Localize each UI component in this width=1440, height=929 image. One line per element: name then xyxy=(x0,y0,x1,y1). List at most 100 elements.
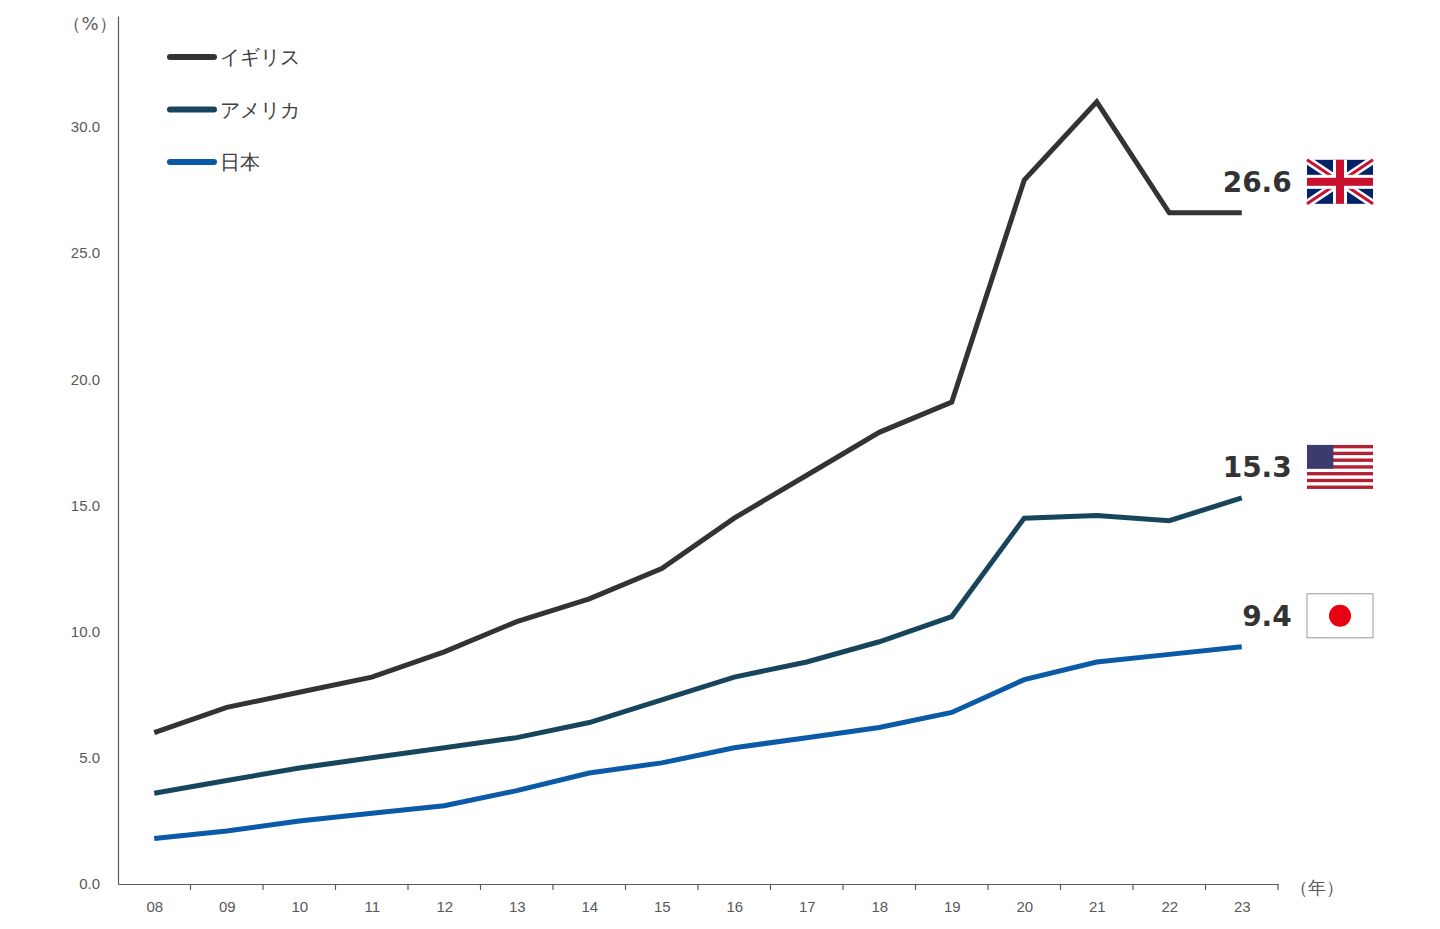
x-tick: 19 xyxy=(944,884,961,915)
lines xyxy=(154,102,1242,839)
x-separator xyxy=(190,884,191,890)
x-separator xyxy=(552,884,553,890)
y-tick-label: 20.0 xyxy=(71,371,100,388)
x-separator xyxy=(842,884,843,890)
x-tick-label: 14 xyxy=(581,898,598,915)
x-tick: 22 xyxy=(1161,884,1178,915)
y-tick: 0.0 xyxy=(79,875,118,892)
flag-part xyxy=(1307,160,1373,204)
x-tick-label: 09 xyxy=(219,898,236,915)
x-separator xyxy=(262,884,263,890)
x-tick: 16 xyxy=(726,884,743,915)
y-tick-label: 5.0 xyxy=(79,749,100,766)
x-separator xyxy=(1132,884,1133,890)
y-tick: 15.0 xyxy=(71,497,118,514)
y-tick-label: 10.0 xyxy=(71,623,100,640)
x-tick: 20 xyxy=(1016,884,1033,915)
flag-part xyxy=(1307,445,1373,489)
x-tick-label: 08 xyxy=(146,898,163,915)
y-tick: 30.0 xyxy=(71,118,118,135)
x-tick-label: 13 xyxy=(509,898,526,915)
x-tick: 13 xyxy=(509,884,526,915)
x-tick: 12 xyxy=(436,884,453,915)
x-tick-label: 11 xyxy=(364,898,380,915)
x-axis-title: （年） xyxy=(1290,877,1344,898)
flag-part xyxy=(1307,160,1373,204)
data-labels: 26.6 15.3 9.4 xyxy=(1223,166,1292,633)
legend-swatch xyxy=(170,107,214,113)
x-separator xyxy=(407,884,408,890)
y-axis: 0.0 5.0 10.0 15.0 20.0 25.0 30.0 xyxy=(71,17,119,893)
x-tick: 08 xyxy=(146,884,163,915)
x-tick: 21 xyxy=(1089,884,1106,915)
x-tick: 10 xyxy=(291,884,308,915)
flag-part xyxy=(1307,445,1333,469)
x-tick-label: 22 xyxy=(1161,898,1178,915)
y-tick-label: 0.0 xyxy=(79,875,100,892)
x-separator xyxy=(1205,884,1206,890)
y-tick-label: 30.0 xyxy=(71,118,100,135)
x-tick-label: 19 xyxy=(944,898,961,915)
x-separator xyxy=(770,884,771,890)
y-tick: 5.0 xyxy=(79,749,118,766)
x-tick-label: 17 xyxy=(799,898,816,915)
legend-label: 日本 xyxy=(220,150,260,174)
x-tick-label: 16 xyxy=(726,898,743,915)
y-axis-title: （%） xyxy=(63,13,116,34)
legend: イギリスアメリカ日本 xyxy=(170,45,300,174)
x-separator xyxy=(625,884,626,890)
data-label: 26.6 xyxy=(1223,166,1292,199)
x-separator xyxy=(915,884,916,890)
y-axis-line xyxy=(118,17,119,885)
x-separator xyxy=(1277,884,1278,890)
x-tick-label: 18 xyxy=(871,898,888,915)
data-label: 9.4 xyxy=(1242,600,1292,633)
legend-label: アメリカ xyxy=(220,98,300,122)
flag xyxy=(1307,160,1373,204)
x-tick: 15 xyxy=(654,884,671,915)
data-label: 15.3 xyxy=(1223,451,1292,484)
legend-swatch xyxy=(170,159,214,165)
x-tick: 23 xyxy=(1234,884,1251,915)
x-tick-label: 12 xyxy=(436,898,453,915)
series-line xyxy=(154,102,1242,733)
x-tick: 18 xyxy=(871,884,888,915)
x-tick-label: 23 xyxy=(1234,898,1251,915)
y-tick-label: 15.0 xyxy=(71,497,100,514)
flag-part xyxy=(1307,160,1373,204)
x-separator xyxy=(987,884,988,890)
flag-part xyxy=(1307,479,1373,482)
series-line xyxy=(154,498,1242,793)
x-separator xyxy=(480,884,481,890)
flag xyxy=(1307,594,1373,638)
y-tick: 10.0 xyxy=(71,623,118,640)
x-separator xyxy=(697,884,698,890)
flag-part xyxy=(1307,178,1373,186)
x-tick-label: 15 xyxy=(654,898,671,915)
flag xyxy=(1307,445,1373,489)
flag-part xyxy=(1307,160,1373,204)
flag-part xyxy=(1329,605,1351,627)
x-tick: 14 xyxy=(581,884,598,915)
legend-swatch xyxy=(170,54,214,60)
chart: 0.0 5.0 10.0 15.0 20.0 25.0 30.0 08 09 10 11 12 13 14… xyxy=(0,0,1440,929)
y-tick: 25.0 xyxy=(71,244,118,261)
x-tick-label: 10 xyxy=(291,898,308,915)
flag-part xyxy=(1307,160,1373,204)
x-tick-label: 20 xyxy=(1016,898,1033,915)
x-tick: 11 xyxy=(364,884,380,915)
x-axis: 08 09 10 11 12 13 14 15 16 17 18 19 20 21 22 23 xyxy=(119,884,1279,915)
flag-part xyxy=(1307,486,1373,489)
y-tick: 20.0 xyxy=(71,371,118,388)
x-tick: 17 xyxy=(799,884,816,915)
flag-part xyxy=(1307,472,1373,475)
legend-label: イギリス xyxy=(220,45,300,69)
x-tick: 09 xyxy=(219,884,236,915)
y-tick-label: 25.0 xyxy=(71,244,100,261)
x-tick-label: 21 xyxy=(1089,898,1106,915)
x-separator xyxy=(335,884,336,890)
flags xyxy=(1307,160,1373,638)
x-separators xyxy=(191,884,1279,890)
series-line xyxy=(154,647,1242,839)
x-separator xyxy=(1060,884,1061,890)
